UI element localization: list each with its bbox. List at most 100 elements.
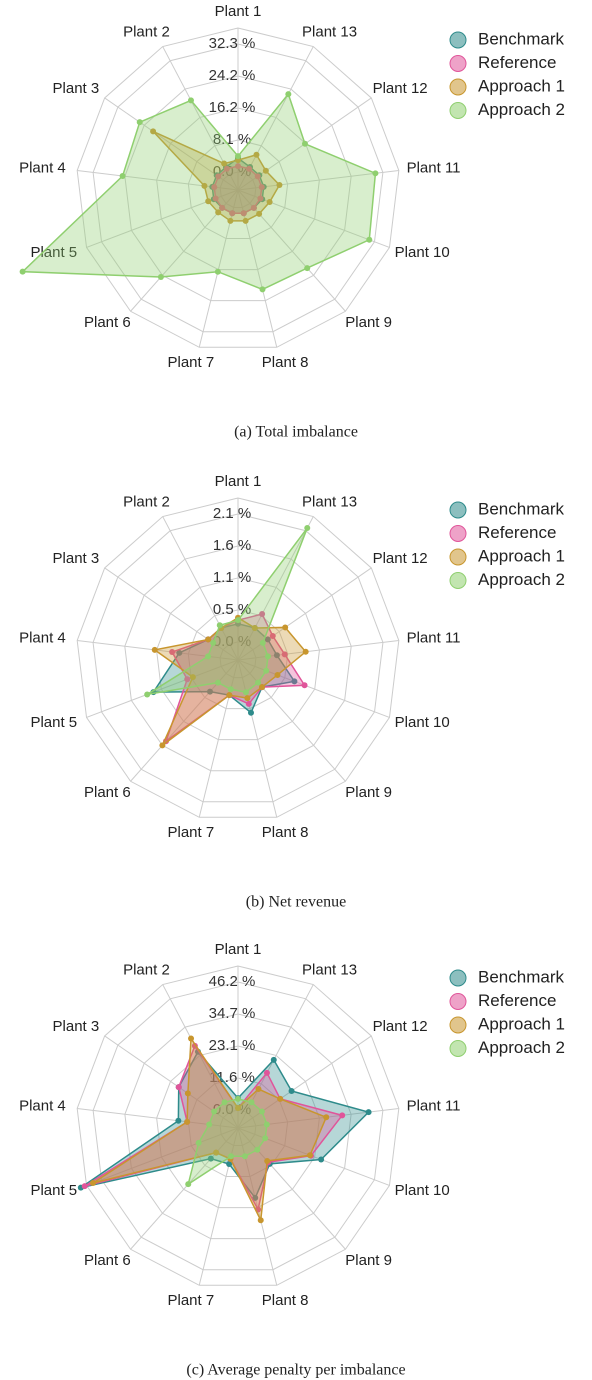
data-point [136, 119, 143, 126]
data-point [262, 167, 269, 174]
data-point [184, 676, 191, 683]
outer-ring [76, 27, 400, 348]
data-point [212, 195, 219, 202]
data-point [257, 195, 264, 202]
category-label: Plant 11 [407, 630, 461, 647]
legend-marker [449, 525, 467, 542]
data-point [255, 679, 262, 686]
y-tick-label: 32.3 % [209, 35, 256, 52]
category-label: Plant 13 [302, 493, 357, 510]
data-point [229, 210, 236, 217]
category-label: Plant 2 [123, 23, 170, 40]
spoke [198, 659, 239, 818]
data-point [259, 684, 266, 691]
data-point [262, 1135, 269, 1142]
category-label: Plant 2 [123, 961, 170, 978]
category-label: Plant 3 [53, 1018, 100, 1035]
data-point [207, 1155, 214, 1162]
data-point [277, 1095, 284, 1102]
data-point [263, 1069, 270, 1076]
data-point [201, 182, 208, 189]
y-tick-label: 23.1 % [209, 1037, 256, 1054]
data-point [254, 173, 261, 180]
legend-marker [449, 1040, 467, 1057]
data-point [210, 639, 217, 646]
category-label: Plant 3 [53, 80, 100, 97]
data-point [252, 1194, 259, 1201]
y-tick-label: 34.7 % [209, 1005, 256, 1022]
data-point [263, 667, 270, 674]
data-point [264, 636, 271, 643]
spoke [130, 659, 239, 782]
category-label: Plant 12 [373, 1018, 428, 1035]
category-label: Plant 11 [407, 160, 461, 177]
data-point [242, 217, 249, 224]
category-label: Plant 12 [373, 80, 428, 97]
series-area [152, 616, 307, 748]
y-tick-label: 16.2 % [209, 99, 256, 116]
category-label: Plant 13 [302, 961, 357, 978]
y-tick-label: 1.1 % [213, 569, 251, 586]
data-point [81, 1183, 88, 1190]
y-tick-label: 24.2 % [209, 67, 256, 84]
category-label: Plant 12 [373, 550, 428, 567]
caption: (c) Average penalty per imbalance [186, 1362, 405, 1379]
data-point [257, 1217, 264, 1224]
grid-ring [156, 1045, 320, 1209]
data-point [221, 1099, 228, 1106]
spoke [237, 516, 314, 661]
data-point [215, 173, 222, 180]
data-point [301, 682, 308, 689]
grid-ring [92, 981, 384, 1271]
data-point [176, 649, 183, 656]
data-point [235, 163, 241, 170]
data-point [211, 1108, 218, 1115]
data-point [206, 688, 213, 695]
data-point [285, 91, 292, 98]
spoke [104, 567, 239, 661]
legend-marker [449, 501, 467, 519]
data-point [273, 652, 280, 659]
category-label: Plant 6 [84, 784, 131, 801]
data-point [144, 691, 151, 698]
data-point [276, 181, 283, 188]
data-point [241, 1153, 248, 1160]
data-point [372, 170, 379, 177]
data-point [259, 611, 266, 618]
category-label: Plant 8 [262, 1292, 309, 1309]
data-point [256, 210, 263, 217]
grid-ring [124, 75, 352, 302]
legend-marker [449, 102, 467, 119]
data-point [235, 617, 241, 624]
category-label: Plant 9 [345, 314, 392, 331]
spoke [130, 1127, 239, 1250]
data-point [214, 679, 221, 686]
data-point [365, 1109, 372, 1116]
category-label: Plant 1 [215, 941, 262, 958]
spoke [237, 189, 346, 312]
y-tick-label: 2.1 % [213, 505, 251, 522]
legend-label: Approach 2 [478, 100, 565, 119]
data-point [240, 210, 247, 217]
spoke [162, 516, 239, 661]
data-point [157, 274, 164, 281]
data-point [248, 1099, 255, 1106]
caption: (b) Net revenue [246, 894, 346, 911]
data-point [274, 671, 281, 678]
legend-marker [449, 78, 467, 96]
data-point [235, 1095, 241, 1102]
y-tick-label: 1.6 % [213, 537, 251, 554]
data-point [302, 648, 309, 655]
data-point [205, 653, 212, 660]
data-point [304, 525, 311, 532]
data-point [206, 1121, 213, 1128]
data-point [263, 1121, 270, 1128]
y-tick-label: 0.0 % [213, 633, 251, 650]
data-point [304, 265, 311, 272]
data-point [221, 160, 228, 167]
category-label: Plant 4 [19, 1098, 66, 1115]
grid-ring [219, 171, 257, 208]
category-label: Plant 5 [30, 1182, 77, 1199]
grid-ring [187, 609, 289, 710]
